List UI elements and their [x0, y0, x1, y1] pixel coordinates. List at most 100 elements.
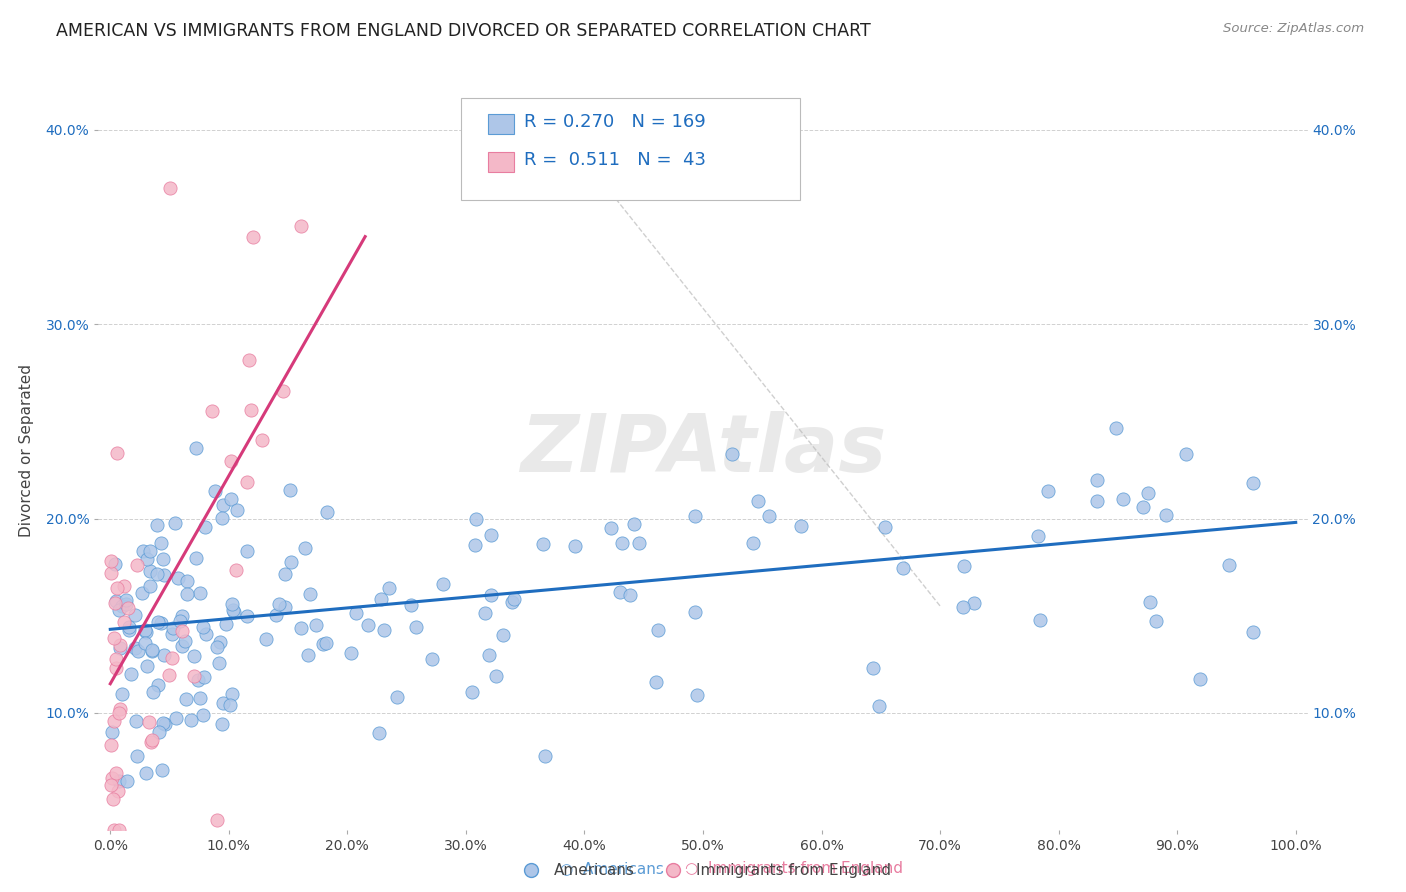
Point: [127, 644, 149, 658]
Point: [401, 598, 423, 612]
Point: [104, 596, 127, 610]
Point: [100, 771, 122, 785]
Point: [212, 696, 235, 710]
Point: [862, 661, 884, 675]
Point: [221, 602, 243, 616]
Point: [103, 714, 125, 728]
Point: [344, 607, 367, 621]
Point: [134, 636, 156, 650]
Point: [141, 644, 163, 658]
Point: [224, 605, 246, 619]
Point: [115, 597, 138, 611]
Point: [163, 516, 186, 530]
Point: [225, 563, 247, 577]
Point: [720, 446, 742, 460]
Point: [111, 687, 134, 701]
Point: [235, 544, 257, 558]
Point: [290, 219, 312, 233]
Point: [1085, 473, 1108, 487]
Point: [148, 615, 170, 629]
Point: [172, 609, 194, 624]
Point: [868, 699, 890, 714]
Point: [204, 484, 226, 499]
Point: [125, 558, 148, 573]
Point: [184, 551, 207, 566]
Point: [146, 517, 169, 532]
Point: [1175, 447, 1198, 461]
Point: [340, 646, 363, 660]
Point: [252, 433, 274, 447]
Text: R = 0.270   N = 169: R = 0.270 N = 169: [524, 113, 706, 131]
Point: [174, 633, 197, 648]
Point: [645, 674, 668, 689]
Point: [278, 483, 301, 497]
Point: [238, 353, 260, 368]
Point: [194, 520, 217, 534]
Point: [188, 586, 211, 600]
Point: [159, 181, 181, 195]
Point: [1136, 486, 1159, 500]
Point: [963, 596, 986, 610]
Point: [205, 640, 228, 654]
Point: [274, 600, 297, 615]
Point: [479, 588, 502, 602]
Point: [211, 717, 233, 731]
Point: [267, 597, 290, 611]
Point: [124, 607, 146, 622]
Point: [315, 636, 337, 650]
Point: [152, 764, 174, 778]
Point: [564, 539, 586, 553]
Point: [167, 571, 190, 585]
Text: ZIPAtlas: ZIPAtlas: [520, 411, 886, 490]
Point: [208, 656, 231, 670]
Point: [103, 557, 125, 571]
Point: [1132, 500, 1154, 514]
Point: [136, 659, 159, 673]
Point: [101, 725, 124, 739]
Point: [686, 688, 709, 702]
Point: [405, 620, 427, 634]
Point: [150, 615, 173, 630]
Point: [1139, 595, 1161, 609]
Point: [162, 620, 184, 634]
Point: [1241, 476, 1264, 491]
Point: [683, 605, 706, 619]
Point: [356, 618, 378, 632]
Point: [152, 716, 174, 731]
Point: [141, 642, 163, 657]
Point: [101, 792, 124, 806]
Point: [600, 521, 623, 535]
Point: [153, 717, 176, 731]
Point: [105, 446, 128, 460]
Point: [108, 702, 131, 716]
Point: [385, 690, 408, 704]
Point: [132, 543, 155, 558]
Point: [152, 551, 174, 566]
Point: [501, 595, 523, 609]
Point: [139, 564, 162, 578]
Point: [290, 621, 312, 635]
Point: [492, 627, 515, 641]
Point: [142, 685, 165, 699]
Text: ○  Americans: ○ Americans: [560, 861, 664, 876]
Point: [120, 667, 142, 681]
Point: [108, 774, 131, 789]
Point: [891, 561, 914, 575]
Point: [176, 574, 198, 589]
Point: [183, 648, 205, 663]
Point: [100, 566, 122, 580]
Point: [165, 710, 187, 724]
Point: [298, 587, 321, 601]
Point: [1146, 614, 1168, 628]
Point: [107, 822, 129, 837]
Point: [135, 765, 157, 780]
FancyBboxPatch shape: [461, 98, 800, 201]
Point: [108, 638, 131, 652]
Point: [212, 498, 235, 512]
Point: [187, 673, 209, 687]
Point: [208, 635, 231, 649]
Point: [531, 536, 554, 550]
Point: [1112, 492, 1135, 507]
Point: [162, 650, 184, 665]
Point: [305, 617, 328, 632]
